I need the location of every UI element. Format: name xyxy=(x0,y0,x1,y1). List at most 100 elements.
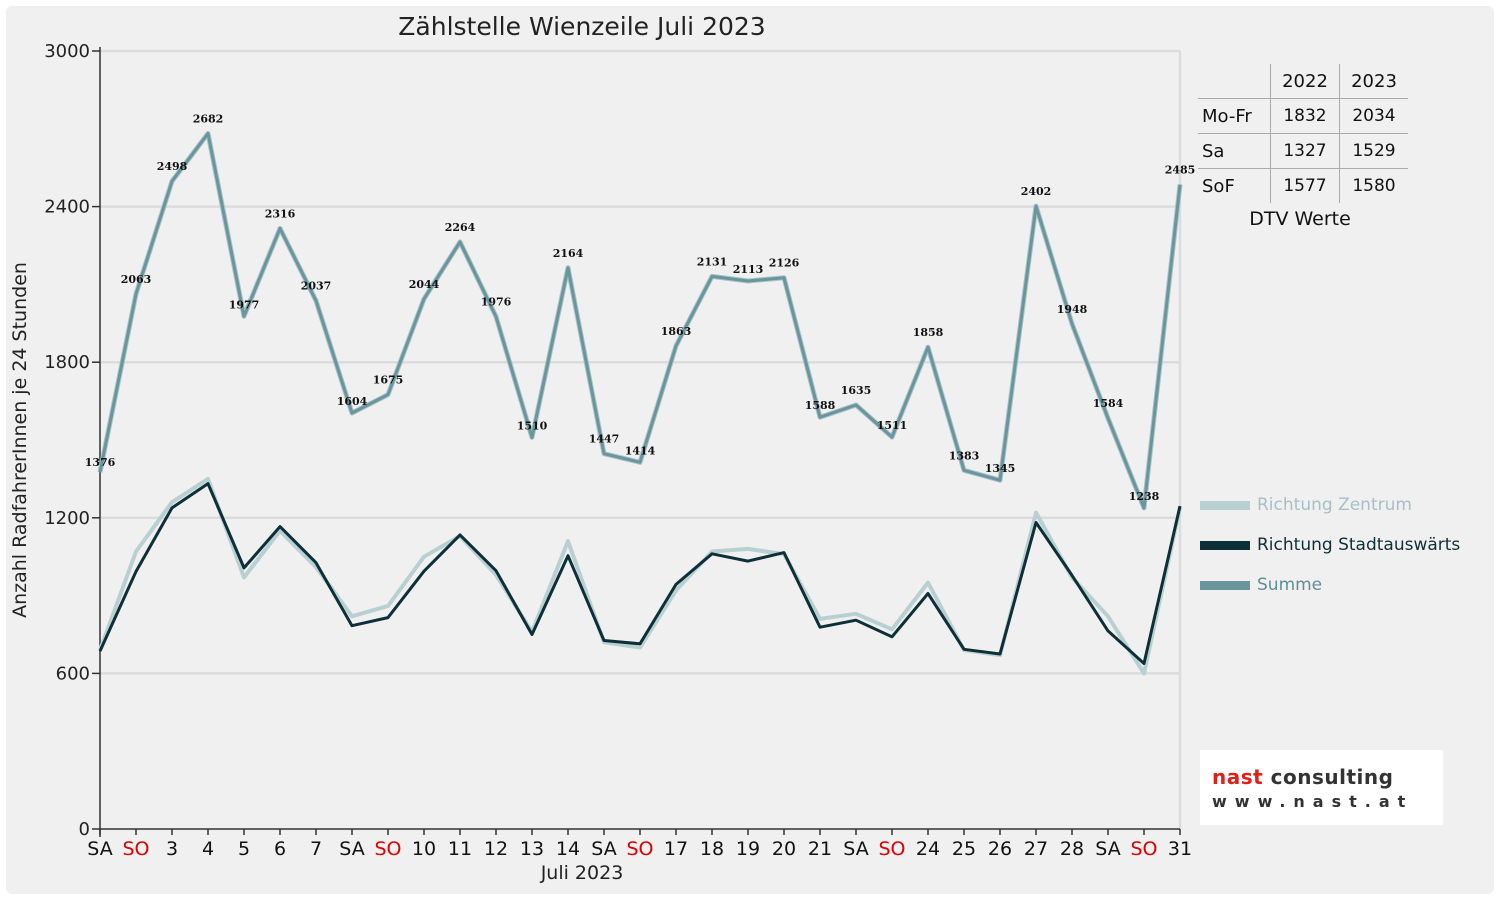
x-tick-label: SA xyxy=(843,838,868,860)
data-label: 2485 xyxy=(1165,164,1196,177)
dtv-cell: 1529 xyxy=(1339,133,1408,169)
dtv-header-row: 2022 2023 xyxy=(1198,64,1408,99)
series-line-summe xyxy=(98,132,1182,510)
dtv-header-2022: 2022 xyxy=(1270,64,1340,99)
x-tick-label: 5 xyxy=(238,838,250,860)
x-tick-label: SA xyxy=(339,838,364,860)
data-label: 1414 xyxy=(625,444,656,457)
x-tick-label: 19 xyxy=(736,838,760,860)
series-layer xyxy=(97,131,1183,676)
dtv-row-label: SoF xyxy=(1202,175,1235,197)
dtv-row-label: Sa xyxy=(1198,133,1271,169)
axis-layer: 0 600 1200 1800 2400 3000 SA SO 3 4 5 6 7 SA SO 10 11 12 1… xyxy=(44,41,1192,860)
x-tick-label: 4 xyxy=(202,838,214,860)
dtv-cell: 1832 xyxy=(1270,98,1340,134)
dtv-table: 2022 2023 Mo-Fr 1832 2034 Sa 1327 1529 S… xyxy=(1198,64,1408,203)
x-tick-label: SA xyxy=(87,838,112,860)
legend-swatch-richtung-stadtauswaerts xyxy=(1200,540,1250,550)
dtv-caption: DTV Werte xyxy=(1249,208,1351,230)
dtv-cell: 1577 xyxy=(1270,168,1340,203)
dtv-row-label: Mo-Fr xyxy=(1198,98,1271,134)
dtv-row-sa: Sa 1327 1529 xyxy=(1198,133,1408,169)
legend-item-richtung-zentrum: Richtung Zentrum xyxy=(1200,494,1412,516)
data-label: 2164 xyxy=(553,247,584,260)
x-tick-label: SA xyxy=(591,838,616,860)
y-tick-label: 1200 xyxy=(44,508,90,529)
x-tick-label: 20 xyxy=(772,838,796,860)
x-tick-label: SO xyxy=(626,838,653,860)
data-label: 1510 xyxy=(517,419,548,432)
y-tick-label: 2400 xyxy=(44,197,90,218)
x-tick-label: 13 xyxy=(520,838,544,860)
legend-swatch-summe xyxy=(1200,580,1250,590)
x-tick-label: 25 xyxy=(952,838,976,860)
logo-wordmark-consulting: consulting xyxy=(1263,765,1394,789)
data-label: 2316 xyxy=(265,207,296,220)
legend-swatch-richtung-zentrum xyxy=(1200,500,1250,510)
x-tick-label: 14 xyxy=(556,838,580,860)
data-label: 1976 xyxy=(481,296,512,309)
chart-title: Zählstelle Wienzeile Juli 2023 xyxy=(398,12,766,41)
y-tick-label: 0 xyxy=(79,819,90,840)
data-label: 2264 xyxy=(445,221,476,234)
x-tick-label: 21 xyxy=(808,838,832,860)
x-tick-label: SA xyxy=(1095,838,1120,860)
dtv-row-sof: SoF 1577 1580 xyxy=(1198,168,1408,203)
x-tick-label: 31 xyxy=(1168,838,1192,860)
x-tick-label: 28 xyxy=(1060,838,1084,860)
data-label: 2498 xyxy=(157,160,188,173)
x-tick-label: 7 xyxy=(310,838,322,860)
y-tick-label: 3000 xyxy=(44,41,90,62)
data-label: 1383 xyxy=(949,449,980,462)
legend-label-summe: Summe xyxy=(1257,575,1323,595)
data-label: 1858 xyxy=(913,326,944,339)
x-tick-label: SO xyxy=(374,838,401,860)
dtv-header-2023: 2023 xyxy=(1339,64,1408,99)
data-label: 2037 xyxy=(301,280,332,293)
data-label: 1635 xyxy=(841,384,872,397)
y-tick-label: 600 xyxy=(56,663,90,684)
x-tick-label: SO xyxy=(878,838,905,860)
x-tick-label: 6 xyxy=(274,838,286,860)
legend-label-richtung-stadtauswaerts: Richtung Stadtauswärts xyxy=(1257,535,1461,555)
data-label: 2044 xyxy=(409,278,440,291)
legend-item-summe: Summe xyxy=(1200,574,1322,596)
data-label: 1948 xyxy=(1057,303,1088,316)
data-label: 2131 xyxy=(697,255,728,268)
dtv-corner xyxy=(1198,64,1271,99)
data-label-layer: 1376 2063 2498 2682 1977 2316 2037 1604 1675 2044… xyxy=(85,112,1196,502)
x-tick-label: 11 xyxy=(448,838,472,860)
data-label: 1511 xyxy=(877,419,908,432)
data-label: 2402 xyxy=(1021,185,1052,198)
x-tick-label: SO xyxy=(122,838,149,860)
x-tick-label: 3 xyxy=(166,838,178,860)
logo-url: www.nast.at xyxy=(1212,792,1414,811)
data-label: 1447 xyxy=(589,433,620,446)
legend-label-richtung-zentrum: Richtung Zentrum xyxy=(1257,495,1412,515)
dtv-cell: 2034 xyxy=(1339,98,1408,134)
x-tick-label: 24 xyxy=(916,838,940,860)
dtv-row-mofr: Mo-Fr 1832 2034 xyxy=(1198,98,1408,134)
data-label: 1238 xyxy=(1129,490,1160,503)
x-tick-label: 10 xyxy=(412,838,436,860)
plot-area xyxy=(100,51,1180,829)
grid-layer xyxy=(100,49,1182,829)
data-label: 1675 xyxy=(373,374,404,387)
logo-wordmark: nast consulting xyxy=(1212,765,1393,789)
logo-wordmark-nast: nast xyxy=(1212,765,1264,789)
data-label: 1863 xyxy=(661,325,692,338)
data-label: 2113 xyxy=(733,263,764,276)
x-tick-label: 27 xyxy=(1024,838,1048,860)
y-tick-label: 1800 xyxy=(44,352,90,373)
data-label: 2063 xyxy=(121,273,152,286)
x-tick-label: 17 xyxy=(664,838,688,860)
data-label: 1345 xyxy=(985,462,1016,475)
dtv-cell: 1327 xyxy=(1270,133,1340,169)
nast-consulting-logo: nast consulting www.nast.at xyxy=(1200,750,1443,825)
data-label: 1604 xyxy=(337,395,368,408)
data-label: 2682 xyxy=(193,112,224,125)
legend-item-richtung-stadtauswaerts: Richtung Stadtauswärts xyxy=(1200,534,1460,556)
x-tick-label: 26 xyxy=(988,838,1012,860)
data-label: 1588 xyxy=(805,399,836,412)
